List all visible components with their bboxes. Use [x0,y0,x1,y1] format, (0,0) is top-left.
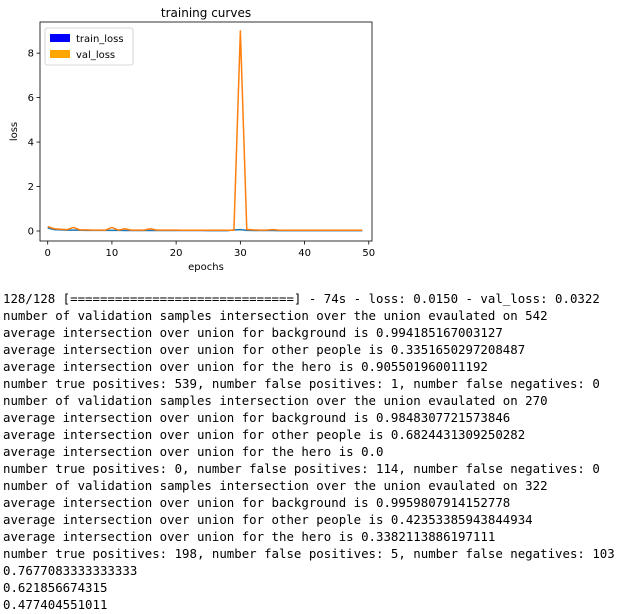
plot-frame [39,21,373,242]
x-tick-label: 20 [170,248,183,259]
y-tick-label: 0 [28,226,34,237]
console-line: number true positives: 0, number false p… [3,461,600,476]
legend-label-train-loss: train_loss [76,34,124,45]
console-line: 0.477404551011 [3,597,108,612]
console-line: 0.621856674315 [3,580,108,595]
legend-swatch-val-loss [50,50,70,58]
console-line: number of validation samples intersectio… [3,393,548,408]
legend-swatch-train-loss [50,34,70,42]
x-axis-label: epochs [188,262,224,273]
console-line: 128/128 [==============================]… [3,291,600,306]
console-line: average intersection over union for othe… [3,342,526,357]
console-line: average intersection over union for othe… [3,427,526,442]
y-tick-label: 8 [28,49,34,60]
x-tick-label: 0 [45,248,51,259]
y-tick-label: 4 [28,138,34,149]
x-tick-label: 50 [362,248,375,259]
console-line: average intersection over union for back… [3,495,511,510]
chart-svg: training curves 0 10 20 30 40 50 0 2 4 6 8 epochs los… [9,6,375,273]
console-line: average intersection over union for othe… [3,512,533,527]
console-line: number of validation samples intersectio… [3,478,548,493]
y-tick-label: 6 [28,93,34,104]
chart-title: training curves [161,6,251,20]
console-output: 128/128 [==============================]… [3,290,643,613]
console-line: number true positives: 539, number false… [3,376,600,391]
legend-label-val-loss: val_loss [76,50,115,61]
console-line: number of validation samples intersectio… [3,308,548,323]
x-tick-label: 10 [106,248,119,259]
console-line: average intersection over union for the … [3,444,384,459]
console-line: average intersection over union for the … [3,529,496,544]
console-line: average intersection over union for back… [3,325,503,340]
x-tick-label: 30 [234,248,247,259]
console-line: average intersection over union for the … [3,359,488,374]
series-line-val-loss [47,30,363,232]
training-curves-chart: training curves 0 10 20 30 40 50 0 2 4 6 8 epochs los… [0,0,644,285]
console-line: 0.7677083333333333 [3,563,138,578]
x-tick-label: 40 [298,248,311,259]
console-line: number true positives: 198, number false… [3,546,615,561]
y-axis-label: loss [9,122,20,141]
console-line: average intersection over union for back… [3,410,511,425]
y-tick-label: 2 [28,182,34,193]
